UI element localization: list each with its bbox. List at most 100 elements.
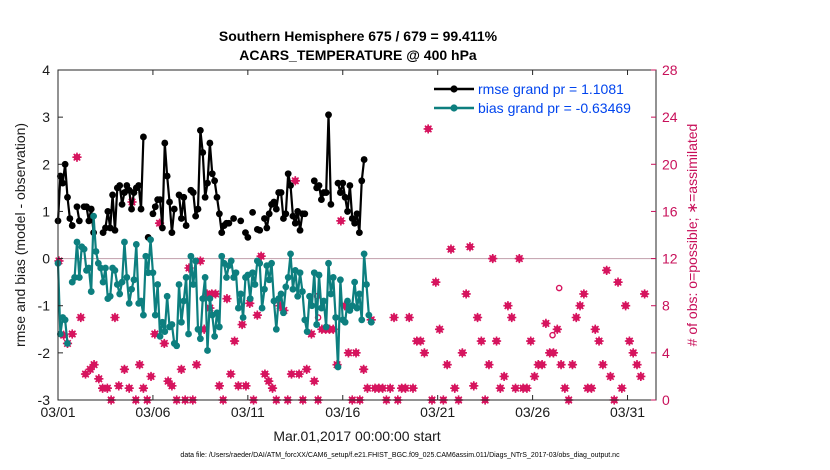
plot-area: 03/01 03/06 03/11 03/16 03/21 03/26 03/31 -3 -2 -… <box>38 62 678 420</box>
bias-point <box>367 318 375 326</box>
obs-assimilated-star <box>469 381 479 391</box>
obs-assimilated-star <box>415 336 426 346</box>
obs-assimilated-star <box>226 369 236 379</box>
obs-assimilated-star <box>146 371 156 382</box>
bias-point <box>322 323 330 331</box>
obs-assimilated-star <box>154 218 165 228</box>
bias-point <box>201 274 209 281</box>
bias-point <box>265 276 273 284</box>
bias-point <box>277 290 285 298</box>
obs-assimilated-star <box>457 348 467 358</box>
rmse-point <box>301 210 309 218</box>
obs-assimilated-star <box>294 369 304 379</box>
rmse-line-segment <box>177 194 188 226</box>
bias-point <box>256 259 264 267</box>
bias-point <box>249 269 256 277</box>
obs-assimilated-star <box>484 360 494 370</box>
obs-assimilated-star <box>359 364 369 374</box>
bias-point <box>116 290 124 298</box>
rmse-point <box>135 182 143 189</box>
obs-assimilated-star <box>362 383 373 393</box>
obs-assimilated-star <box>89 360 99 370</box>
obs-assimilated-star <box>199 324 209 334</box>
rmse-point <box>225 219 233 227</box>
rmse-point <box>215 210 223 218</box>
obs-assimilated-star <box>191 360 202 370</box>
obs-assimilated-star <box>135 360 145 370</box>
rmse-point <box>213 193 221 201</box>
obs-assimilated-star <box>400 383 411 393</box>
rmse-point <box>104 208 112 215</box>
bias-point <box>232 269 240 277</box>
bias-point <box>206 295 214 303</box>
rmse-point <box>189 189 197 196</box>
bias-point <box>251 281 259 288</box>
obs-assimilated-star <box>408 383 418 393</box>
bias-point <box>85 264 93 272</box>
obs-assimilated-star <box>167 381 177 391</box>
obs-assimilated-star <box>256 251 266 261</box>
obs-assimilated-star <box>233 381 243 391</box>
obs-assimilated-star <box>529 371 540 382</box>
y-tick-label: -2 <box>38 345 51 361</box>
rmse-point <box>87 205 95 213</box>
rmse-point <box>237 217 245 225</box>
obs-assimilated-star <box>476 336 486 346</box>
obs-assimilated-star <box>472 312 483 323</box>
obs-assimilated-star <box>351 348 361 358</box>
bias-point <box>218 252 226 260</box>
obs-assimilated-star <box>602 265 612 275</box>
y-right-tick-label: 28 <box>662 62 678 78</box>
rmse-point <box>336 189 344 196</box>
bias-point <box>121 238 128 246</box>
obs-assimilated-star <box>67 329 77 339</box>
bias-point <box>365 311 373 319</box>
obs-assimilated-star <box>114 381 124 391</box>
bias-point <box>308 302 316 310</box>
rmse-point <box>322 189 330 196</box>
bias-point <box>315 271 323 279</box>
rmse-point <box>192 212 200 220</box>
obs-assimilated-star <box>488 253 498 264</box>
rmse-point <box>244 233 252 241</box>
rmse-point <box>56 172 64 180</box>
bias-point <box>204 347 211 354</box>
bias-point <box>144 269 152 277</box>
rmse-point <box>204 179 211 187</box>
rmse-point <box>196 126 204 134</box>
bias-point <box>97 264 105 272</box>
obs-assimilated-star <box>605 371 616 382</box>
obs-assimilated-star <box>184 263 194 273</box>
bias-point <box>71 274 79 281</box>
bias-point <box>161 328 169 336</box>
obs-assimilated-star <box>138 383 149 393</box>
x-tick-label: 03/11 <box>231 404 265 420</box>
obs-assimilated-star <box>575 301 585 311</box>
bias-point <box>159 318 166 326</box>
obs-assimilated-star <box>465 242 475 252</box>
rmse-line-segment <box>151 141 176 234</box>
obs-assimilated-star <box>85 364 95 374</box>
bias-point <box>280 309 287 317</box>
bias-point <box>177 318 185 326</box>
bias-point <box>211 332 219 340</box>
y-tick-label: 2 <box>42 156 50 172</box>
obs-assimilated-star <box>434 324 445 334</box>
y-axis-right-label: # of obs: o=possible; ∗=assimilated <box>684 124 700 347</box>
rmse-point <box>339 179 347 187</box>
rmse-point <box>85 217 93 225</box>
bias-point <box>296 269 304 277</box>
obs-assimilated-star <box>80 369 91 379</box>
y-tick-label: -3 <box>38 392 51 408</box>
y-tick-label: 0 <box>42 251 50 267</box>
bias-point <box>128 285 135 293</box>
bias-point <box>353 304 361 312</box>
obs-assimilated-star <box>222 294 232 304</box>
obs-assimilated-star <box>514 253 524 264</box>
obs-assimilated-star <box>594 336 604 346</box>
obs-assimilated-star <box>210 289 221 299</box>
series-lines <box>54 111 375 371</box>
obs-assimilated-star <box>110 312 120 323</box>
bias-point <box>151 311 159 319</box>
obs-assimilated-star <box>590 324 600 334</box>
